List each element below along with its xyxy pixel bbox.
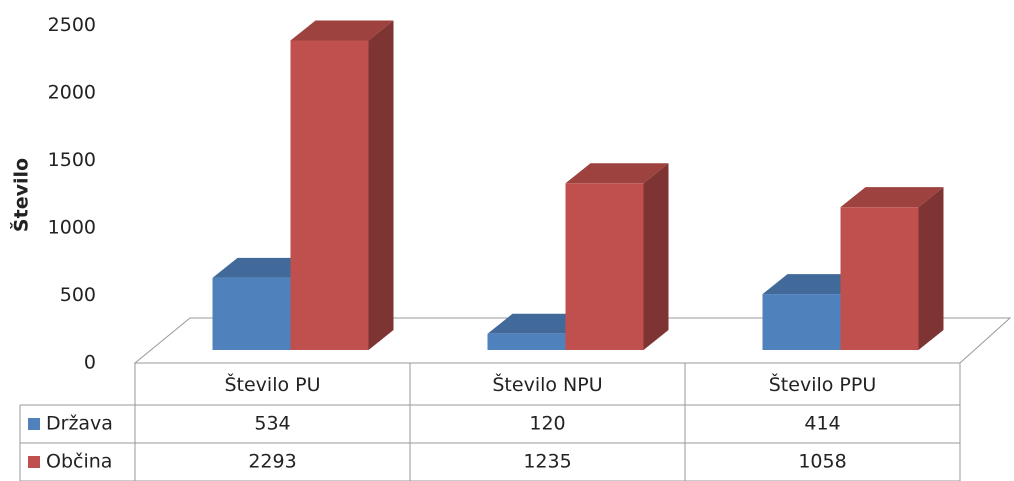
- x-tick-label: Število PPU: [769, 372, 877, 396]
- bar-top: [762, 274, 866, 295]
- y-tick-label: 1500: [48, 149, 96, 171]
- bar: [840, 187, 944, 350]
- y-tick-label: 1000: [48, 217, 96, 239]
- table-value: 1235: [523, 451, 571, 473]
- bar-side: [368, 20, 394, 350]
- table-value: 534: [254, 413, 290, 435]
- legend-swatch: [28, 456, 40, 468]
- bar-top: [487, 313, 591, 334]
- bar-side: [918, 187, 944, 350]
- y-tick-label: 0: [84, 352, 96, 374]
- bar-top: [565, 163, 669, 184]
- bar-top: [212, 257, 316, 278]
- table-value: 2293: [248, 451, 296, 473]
- legend-label: Država: [46, 413, 113, 435]
- bar-top: [290, 20, 394, 41]
- bar-front: [212, 277, 291, 350]
- table-value: 1058: [798, 451, 846, 473]
- bar: [290, 20, 394, 350]
- legend-swatch: [28, 418, 40, 430]
- bar: [565, 163, 669, 350]
- y-tick-label: 2500: [48, 14, 96, 36]
- bar-side: [643, 163, 669, 350]
- bar-front: [487, 333, 566, 350]
- legend-label: Občina: [46, 451, 112, 473]
- table-value: 120: [529, 413, 565, 435]
- bar-front: [290, 40, 369, 350]
- x-tick-label: Število NPU: [492, 372, 602, 396]
- y-tick-label: 2000: [48, 82, 96, 104]
- x-tick-label: Število PU: [224, 372, 320, 396]
- bar-front: [762, 294, 841, 350]
- y-tick-label: 500: [60, 284, 96, 306]
- y-axis-label: Število: [9, 158, 33, 232]
- bar-top: [840, 187, 944, 208]
- bar-front: [840, 207, 919, 350]
- table-value: 414: [804, 413, 840, 435]
- bar-front: [565, 183, 644, 350]
